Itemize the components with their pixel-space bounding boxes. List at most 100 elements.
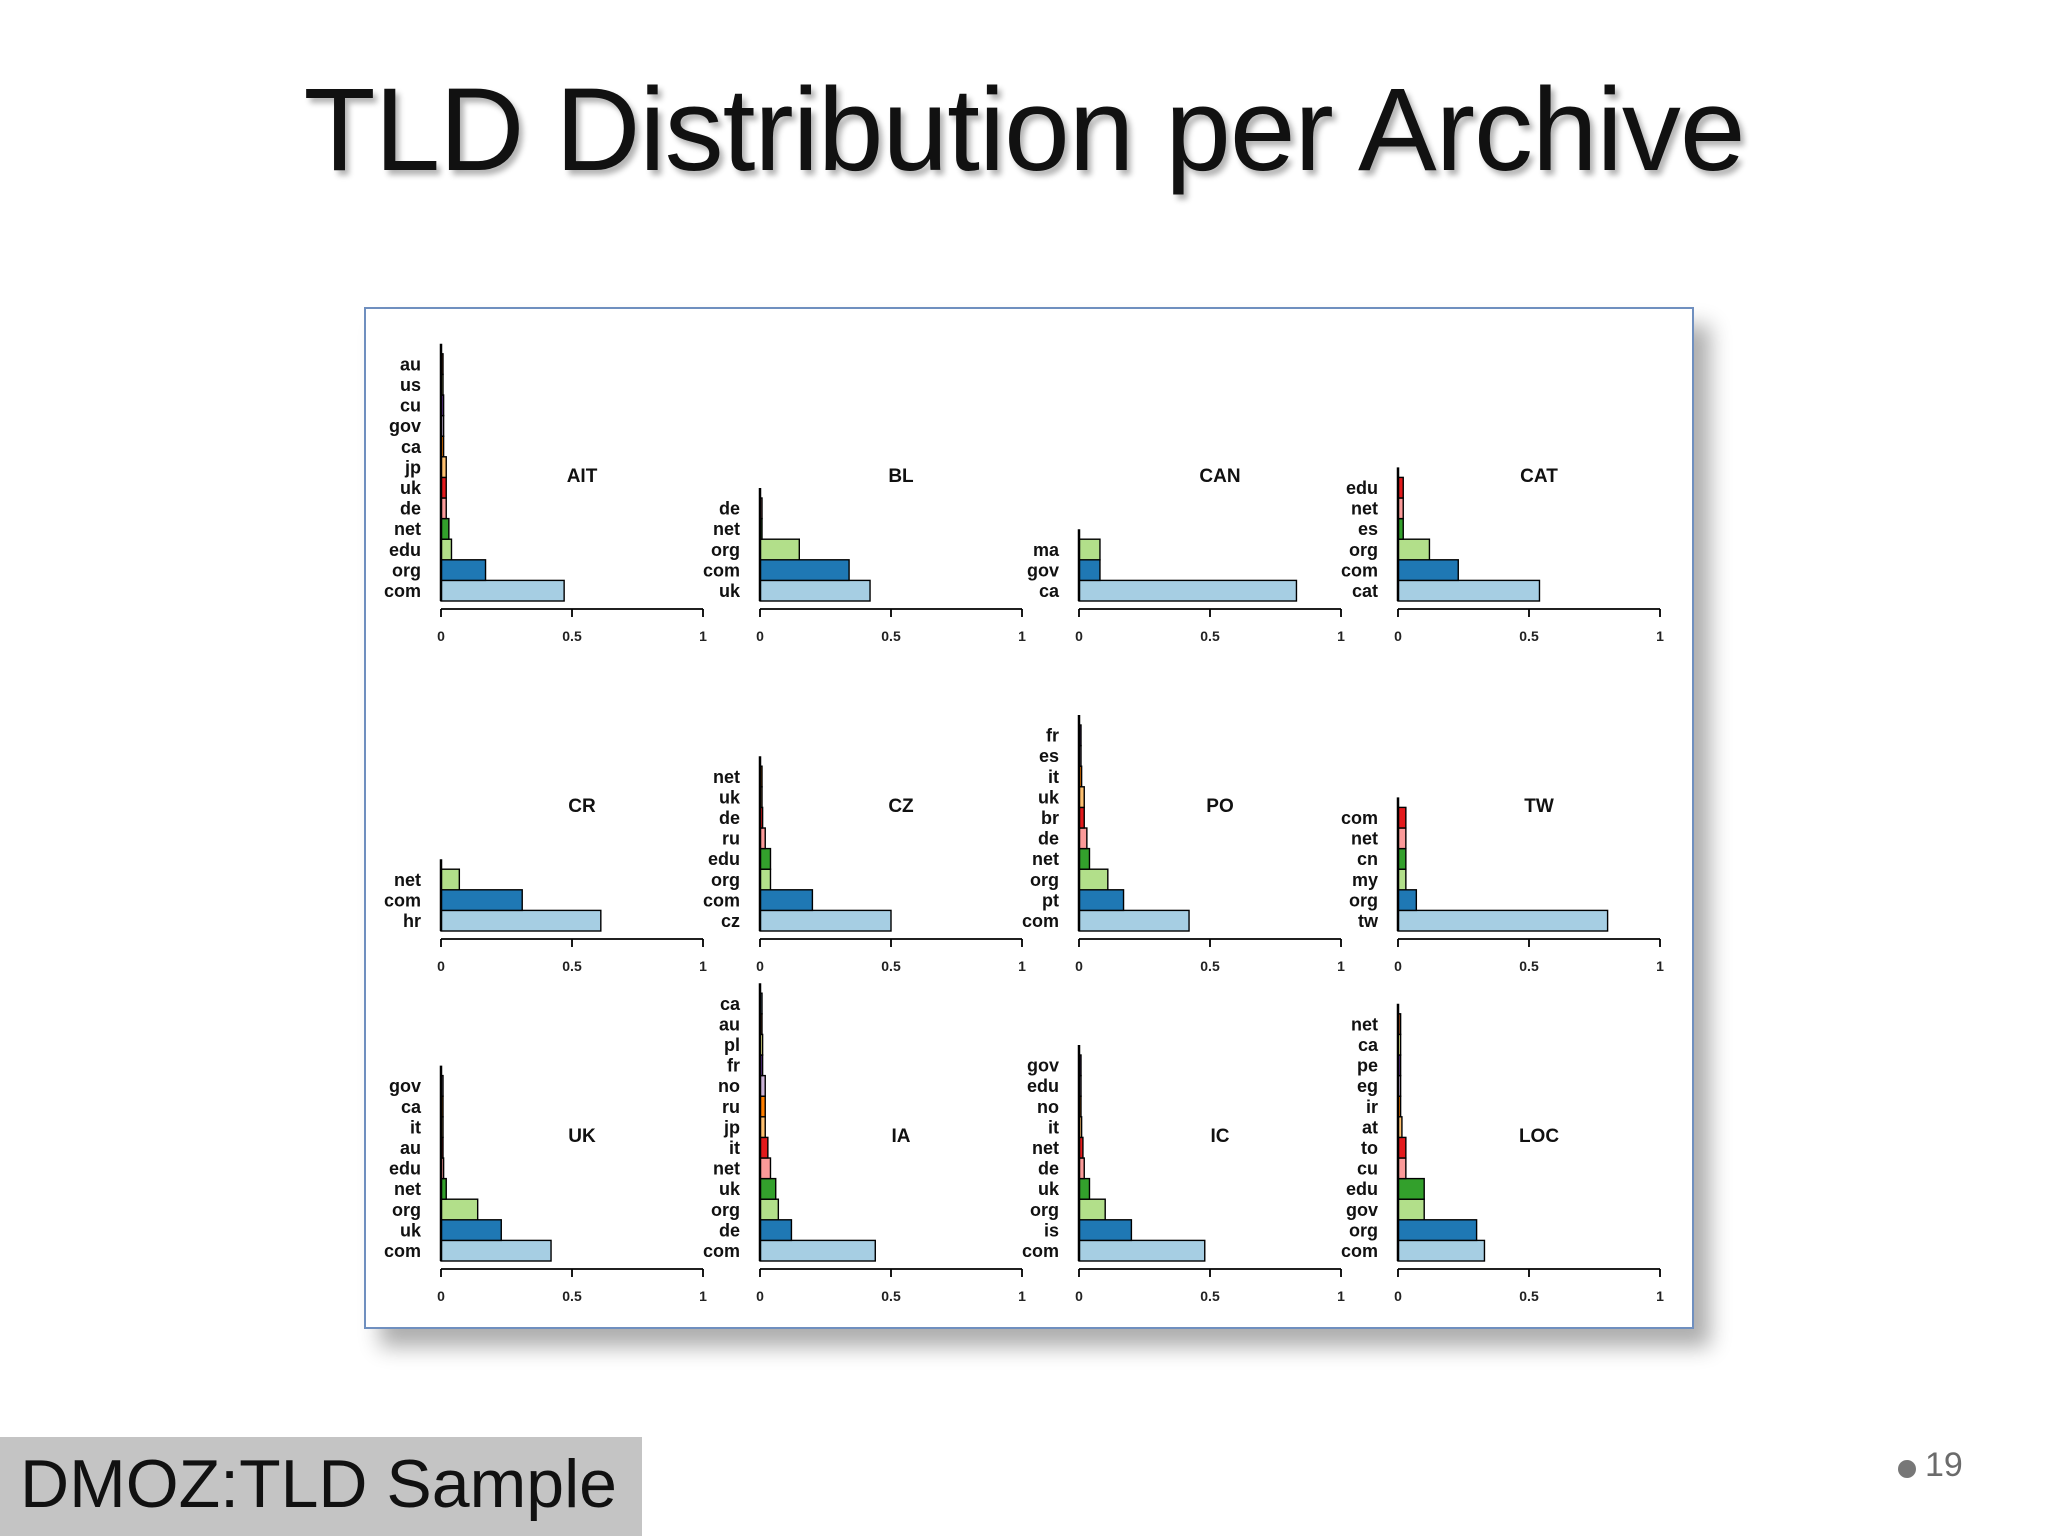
panel-po-bar-org (1078, 868, 1109, 891)
panel-cr-x-tick-label: 0.5 (562, 958, 582, 974)
panel-ic-title: IC (1211, 1126, 1230, 1147)
panel-cz-x-tick-label: 1 (1018, 958, 1026, 974)
panel-loc-category-label: gov (1346, 1200, 1378, 1220)
panel-cz-category-label: ru (722, 829, 740, 849)
panel-po-category-label: br (1041, 808, 1059, 828)
panel-loc-category-label: cu (1357, 1159, 1378, 1179)
panel-loc-category-label: at (1362, 1117, 1378, 1137)
panel-can-x-tick-label: 0 (1075, 628, 1083, 644)
panel-ait-category-label: jp (404, 457, 421, 477)
panel-po-bar-net (1078, 847, 1091, 870)
panel-cz-category-label: edu (708, 849, 740, 869)
panel-ic-category-label: edu (1027, 1076, 1059, 1096)
panel-cz-bar-edu (759, 847, 772, 870)
panel-loc-x-tick-label: 0 (1394, 1288, 1402, 1304)
caption-box: DMOZ:TLD Sample (0, 1437, 642, 1536)
panel-uk-title: UK (568, 1126, 596, 1147)
panel-cz-bar-cz (759, 909, 892, 932)
panel-uk-bar-uk (440, 1219, 502, 1242)
panel-ait-category-label: uk (400, 478, 422, 498)
panel-po-category-label: it (1048, 767, 1059, 787)
slide-title: TLD Distribution per Archive (303, 64, 1745, 196)
panel-loc-x-tick-label: 0.5 (1519, 1288, 1539, 1304)
panel-cat-bar-cat (1397, 579, 1541, 602)
panel-cz-x-tick-label: 0.5 (881, 958, 901, 974)
panel-uk-category-label: edu (389, 1159, 421, 1179)
panel-uk-category-label: au (400, 1138, 421, 1158)
panel-ic-bar-org (1078, 1198, 1106, 1221)
panel-po-category-label: org (1030, 870, 1059, 890)
panel-cz-category-label: cz (721, 911, 740, 931)
panel-uk-category-label: uk (400, 1220, 422, 1240)
panel-bl-category-label: net (713, 519, 740, 539)
panel-cat-category-label: net (1351, 499, 1378, 519)
panel-ia-x-tick-label: 1 (1018, 1288, 1026, 1304)
panel-uk-category-label: org (392, 1200, 421, 1220)
panel-uk-x-tick-label: 1 (699, 1288, 707, 1304)
panel-uk-category-label: gov (389, 1076, 421, 1096)
panel-ia-category-label: it (729, 1138, 740, 1158)
panel-ait-x-tick-label: 0 (437, 628, 445, 644)
panel-tw-category-label: cn (1357, 849, 1378, 869)
panel-ait-bar-org (440, 559, 487, 582)
panel-tw-bar-tw (1397, 909, 1609, 932)
panel-loc-x-tick-label: 1 (1656, 1288, 1664, 1304)
panel-loc-category-label: net (1351, 1014, 1378, 1034)
panel-ait-category-label: edu (389, 540, 421, 560)
panel-ait-x-tick-label: 1 (699, 628, 707, 644)
panel-cz-category-label: net (713, 767, 740, 787)
panel-uk-category-label: net (394, 1179, 421, 1199)
panel-ia-category-label: no (718, 1076, 740, 1096)
panel-ic-category-label: com (1022, 1241, 1059, 1261)
panel-cat-x-tick-label: 0.5 (1519, 628, 1539, 644)
panel-ia-category-label: de (719, 1220, 740, 1240)
panel-po-category-label: pt (1042, 890, 1059, 910)
panel-ic-category-label: it (1048, 1117, 1059, 1137)
panel-loc-title: LOC (1519, 1126, 1559, 1147)
panel-loc-category-label: pe (1357, 1056, 1378, 1076)
panel-ait-category-label: au (400, 354, 421, 374)
panel-uk-category-label: it (410, 1117, 421, 1137)
panel-ia-category-label: au (719, 1014, 740, 1034)
panel-ait-category-label: cu (400, 396, 421, 416)
panel-cz-category-label: org (711, 870, 740, 890)
panel-can-bar-ma (1078, 538, 1101, 561)
panel-cr-bar-net (440, 868, 461, 891)
panel-cat-bar-com (1397, 559, 1459, 582)
panel-uk-x-tick-label: 0 (437, 1288, 445, 1304)
panel-po-bar-com (1078, 909, 1190, 932)
panel-loc-category-label: eg (1357, 1076, 1378, 1096)
panel-cz-category-label: de (719, 808, 740, 828)
panel-uk-x-tick-label: 0.5 (562, 1288, 582, 1304)
panel-loc-category-label: edu (1346, 1179, 1378, 1199)
panel-cat-title: CAT (1520, 466, 1558, 487)
panel-ic-x-tick-label: 0 (1075, 1288, 1083, 1304)
panel-ia-bar-de (759, 1219, 793, 1242)
panel-ic-category-label: no (1037, 1097, 1059, 1117)
panel-uk-bar-org (440, 1198, 479, 1221)
page-number: 19 (1925, 1446, 1963, 1484)
panel-ia-category-label: net (713, 1159, 740, 1179)
panel-bl-category-label: org (711, 540, 740, 560)
panel-po-x-tick-label: 1 (1337, 958, 1345, 974)
panel-can-category-label: ca (1039, 581, 1060, 601)
panel-ait-category-label: us (400, 375, 421, 395)
panel-can-category-label: gov (1027, 560, 1059, 580)
panel-tw-bar-org (1397, 889, 1418, 912)
panel-uk-category-label: com (384, 1241, 421, 1261)
panel-cat-category-label: es (1358, 519, 1378, 539)
panel-bl-category-label: com (703, 560, 740, 580)
panel-bl-x-tick-label: 0.5 (881, 628, 901, 644)
panel-tw-x-tick-label: 0 (1394, 958, 1402, 974)
panel-ic-bar-uk (1078, 1177, 1091, 1200)
panel-ic-x-tick-label: 1 (1337, 1288, 1345, 1304)
page-bullet-icon (1898, 1460, 1916, 1478)
panel-tw-x-tick-label: 0.5 (1519, 958, 1539, 974)
panel-cr-category-label: hr (403, 911, 421, 931)
panel-bl-x-tick-label: 0 (756, 628, 764, 644)
panel-loc-bar-com (1397, 1239, 1486, 1262)
panel-loc-bar-edu (1397, 1177, 1425, 1200)
panel-ic-x-tick-label: 0.5 (1200, 1288, 1220, 1304)
panel-can-x-tick-label: 1 (1337, 628, 1345, 644)
